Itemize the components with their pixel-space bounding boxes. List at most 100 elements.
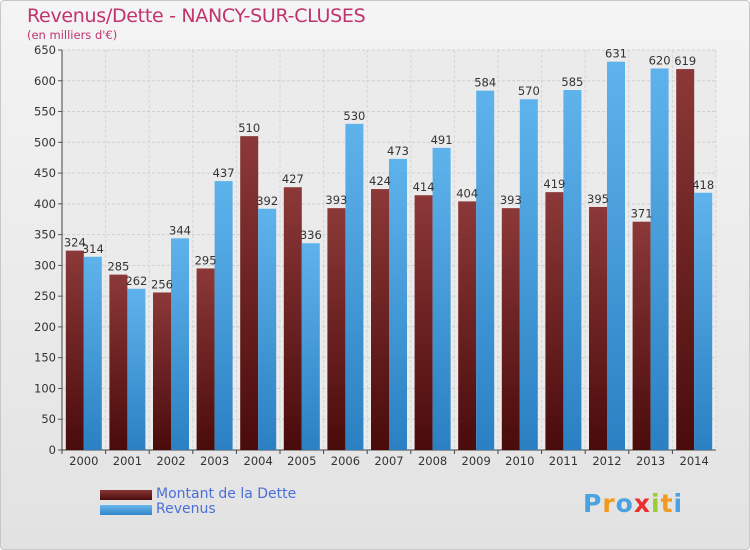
- data-label-dette: 419: [543, 177, 565, 191]
- x-tick-label: 2002: [156, 454, 185, 468]
- logo-letter: P: [583, 489, 603, 518]
- data-label-revenus: 491: [431, 133, 453, 147]
- x-tick-label: 2008: [418, 454, 447, 468]
- bar-dette: [196, 268, 215, 450]
- y-tick-label: 250: [34, 289, 56, 303]
- logo-letter: r: [602, 489, 616, 518]
- y-tick-label: 50: [41, 412, 56, 426]
- bar-revenus: [519, 99, 538, 450]
- y-tick-label: 300: [34, 258, 56, 272]
- bar-revenus: [650, 68, 669, 450]
- y-tick-label: 350: [34, 228, 56, 242]
- logo-letter: x: [633, 489, 651, 518]
- data-label-revenus: 620: [649, 53, 671, 67]
- x-tick-label: 2004: [244, 454, 273, 468]
- data-label-revenus: 473: [387, 144, 409, 158]
- bar-dette: [371, 189, 389, 451]
- logo-letter: i: [651, 489, 661, 518]
- legend-swatch-dette: [100, 490, 152, 500]
- bar-revenus: [432, 147, 451, 450]
- data-label-dette: 427: [282, 172, 304, 186]
- logo-letter: i: [673, 489, 684, 518]
- bar-dette: [458, 201, 477, 450]
- x-tick-label: 2006: [331, 454, 360, 468]
- logo-letter: o: [615, 489, 634, 518]
- data-label-dette: 324: [64, 236, 86, 250]
- chart-subtitle: (en milliers d'€): [27, 28, 118, 42]
- data-label-dette: 295: [195, 253, 217, 267]
- data-label-revenus: 336: [300, 228, 322, 242]
- bar-dette: [501, 208, 520, 450]
- legend-label-revenus: Revenus: [156, 501, 216, 517]
- bar-revenus: [301, 243, 320, 450]
- bar-dette: [632, 221, 651, 450]
- x-tick-label: 2003: [200, 454, 229, 468]
- y-tick-label: 650: [34, 43, 56, 57]
- proxiti-logo: Proxiti: [583, 489, 683, 518]
- y-tick-label: 500: [34, 135, 56, 149]
- x-tick-label: 2013: [636, 454, 665, 468]
- data-label-revenus: 585: [561, 75, 583, 89]
- data-label-revenus: 344: [169, 223, 191, 237]
- data-label-dette: 414: [413, 180, 435, 194]
- data-label-dette: 424: [369, 174, 391, 188]
- bar-revenus: [607, 61, 625, 450]
- data-label-dette: 510: [238, 121, 260, 135]
- bar-revenus: [171, 238, 189, 450]
- data-label-revenus: 314: [82, 242, 104, 256]
- x-tick-label: 2011: [549, 454, 578, 468]
- bar-revenus: [476, 90, 495, 450]
- bar-revenus: [345, 123, 364, 450]
- y-tick-label: 550: [34, 105, 56, 119]
- data-label-revenus: 631: [605, 47, 627, 61]
- data-label-dette: 285: [107, 260, 129, 274]
- x-tick-label: 2014: [680, 454, 709, 468]
- bar-revenus: [127, 288, 146, 450]
- bar-dette: [545, 192, 564, 450]
- x-tick-label: 2000: [69, 454, 98, 468]
- data-label-dette: 256: [151, 277, 173, 291]
- bars: [65, 61, 713, 451]
- legend-label-dette: Montant de la Dette: [156, 486, 297, 502]
- data-label-dette: 404: [456, 186, 478, 200]
- y-tick-label: 450: [34, 166, 56, 180]
- data-label-revenus: 584: [474, 76, 496, 90]
- data-label-dette: 371: [631, 207, 653, 221]
- data-label-dette: 393: [325, 193, 347, 207]
- bar-dette: [676, 69, 695, 451]
- data-label-revenus: 570: [518, 84, 540, 98]
- y-tick-label: 100: [34, 381, 56, 395]
- bar-revenus: [563, 90, 582, 450]
- data-label-revenus: 262: [125, 274, 147, 288]
- bar-dette: [153, 292, 171, 450]
- data-label-revenus: 437: [213, 166, 235, 180]
- data-label-dette: 619: [674, 54, 696, 68]
- bar-dette: [65, 250, 84, 450]
- data-label-dette: 395: [587, 192, 609, 206]
- x-tick-label: 2009: [462, 454, 491, 468]
- legend-swatch-revenus: [100, 505, 152, 515]
- x-tick-label: 2005: [287, 454, 316, 468]
- y-tick-label: 400: [34, 197, 56, 211]
- data-label-revenus: 392: [256, 194, 278, 208]
- x-tick-label: 2007: [374, 454, 403, 468]
- bar-dette: [327, 208, 346, 450]
- y-tick-label: 150: [34, 351, 56, 365]
- bar-dette: [414, 195, 433, 450]
- x-tick-label: 2010: [505, 454, 534, 468]
- bar-dette: [109, 274, 128, 450]
- data-label-revenus: 530: [343, 109, 365, 123]
- bar-dette: [283, 187, 302, 450]
- data-label-revenus: 418: [692, 178, 714, 192]
- y-tick-label: 0: [49, 443, 56, 457]
- x-tick-label: 2012: [592, 454, 621, 468]
- bar-revenus: [214, 181, 233, 451]
- logo-letter: t: [660, 489, 674, 518]
- bar-revenus: [389, 158, 407, 450]
- bar-revenus: [258, 208, 277, 450]
- chart-title: Revenus/Dette - NANCY-SUR-CLUSES: [27, 5, 366, 27]
- y-tick-label: 200: [34, 320, 56, 334]
- bar-revenus: [694, 192, 713, 450]
